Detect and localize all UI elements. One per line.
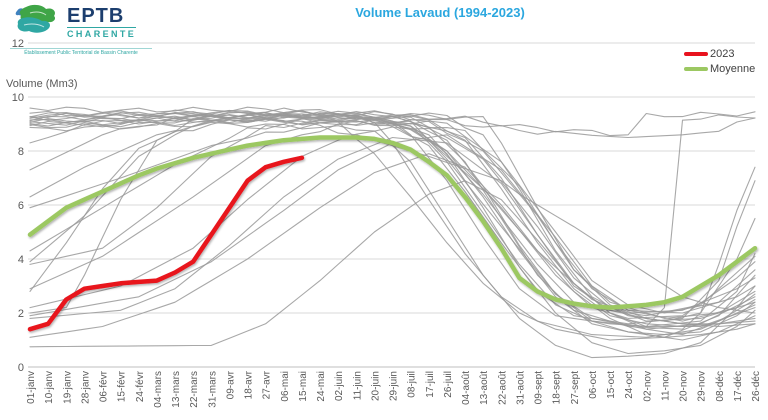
x-tick-label: 06-oct — [588, 371, 599, 399]
series-line-2010 — [29, 118, 756, 319]
x-tick-label: 02-nov — [642, 371, 653, 402]
series-line-2020 — [29, 106, 756, 322]
x-tick-label: 13-août — [479, 371, 490, 405]
chart-title: Volume Lavaud (1994-2023) — [355, 5, 525, 20]
x-tick-label: 08-déc — [715, 371, 726, 402]
x-tick-label: 27-sept — [570, 371, 581, 405]
x-tick-label: 26-déc — [751, 371, 762, 402]
legend-label-moyenne: Moyenne — [710, 62, 756, 75]
logo-tagline: Établissement Public Territorial de Bass… — [10, 48, 152, 56]
x-tick-label: 18-avr — [244, 370, 255, 399]
x-tick-label: 22-août — [497, 371, 508, 405]
x-tick-label: 26-juil — [443, 371, 454, 398]
x-tick-label: 11-nov — [660, 371, 671, 401]
x-tick-label: 09-sept — [534, 371, 545, 405]
x-tick-label: 06-févr — [99, 370, 110, 402]
x-tick-label: 13-mars — [171, 371, 182, 408]
charente-map-icon — [10, 3, 62, 46]
x-tick-label: 06-mai — [280, 371, 291, 402]
y-axis-title: Volume (Mm3) — [6, 78, 78, 90]
x-tick-label: 19-janv — [62, 371, 73, 404]
y-tick-label: 0 — [18, 362, 24, 374]
y-tick-label: 10 — [12, 92, 24, 104]
x-tick-label: 27-avr — [262, 370, 273, 399]
x-tick-label: 31-août — [515, 371, 526, 405]
x-tick-label: 18-sept — [552, 371, 563, 405]
series-line-2002 — [29, 113, 756, 328]
x-tick-label: 15-mai — [298, 371, 309, 402]
series-line-2021 — [29, 116, 756, 330]
x-tick-label: 28-janv — [80, 371, 91, 404]
y-tick-label: 12 — [12, 38, 24, 50]
series-line-2007 — [29, 117, 756, 317]
series-line-Moyenne — [27, 135, 758, 310]
y-tick-label: 6 — [18, 200, 24, 212]
x-tick-label: 31-mars — [207, 371, 218, 408]
series-line-2023 — [27, 155, 305, 332]
y-tick-label: 8 — [18, 146, 24, 158]
legend: 2023 Moyenne — [684, 46, 755, 76]
x-tick-label: 01-janv — [26, 371, 37, 404]
x-tick-label: 24-mai — [316, 371, 327, 402]
legend-item-moyenne: Moyenne — [684, 61, 755, 76]
x-tick-label: 22-mars — [189, 371, 200, 408]
series-line-2022 — [29, 112, 756, 338]
x-tick-label: 09-avr — [225, 370, 236, 399]
legend-label-2023: 2023 — [710, 47, 735, 60]
series-line-2013 — [29, 136, 756, 328]
x-tick-label: 17-juil — [425, 371, 436, 398]
series-line-2014 — [29, 153, 756, 341]
x-tick-label: 24-févr — [135, 370, 146, 402]
x-tick-label: 04-août — [461, 371, 472, 405]
x-tick-label: 29-juin — [389, 371, 400, 401]
logo-org-name: EPTB — [67, 5, 125, 27]
legend-swatch-moyenne-line — [684, 66, 708, 71]
x-tick-label: 02-juin — [334, 371, 345, 401]
x-tick-label: 29-nov — [697, 371, 708, 402]
y-tick-label: 4 — [18, 254, 24, 266]
eptb-charente-logo: EPTB CHARENTE Établissement Public Terri… — [10, 3, 152, 56]
legend-swatch-2023-line — [684, 51, 708, 56]
x-tick-label: 10-janv — [44, 371, 55, 404]
x-tick-label: 24-oct — [624, 371, 635, 399]
series-line-2015 — [29, 180, 756, 348]
x-tick-label: 20-juin — [370, 371, 381, 401]
series-line-2005 — [29, 113, 756, 319]
logo-sub-name: CHARENTE — [67, 27, 137, 39]
x-tick-label: 17-déc — [733, 371, 744, 402]
x-tick-label: 04-mars — [153, 371, 164, 408]
x-tick-label: 08-juil — [407, 371, 418, 398]
series-line-2012 — [29, 134, 756, 322]
x-tick-label: 20-nov — [679, 371, 690, 402]
series-line-2019 — [29, 121, 756, 359]
y-tick-label: 2 — [18, 308, 24, 320]
x-tick-label: 11-juin — [352, 371, 363, 400]
x-tick-label: 15-févr — [117, 370, 128, 402]
legend-item-2023: 2023 — [684, 46, 755, 61]
x-tick-label: 15-oct — [606, 371, 617, 399]
